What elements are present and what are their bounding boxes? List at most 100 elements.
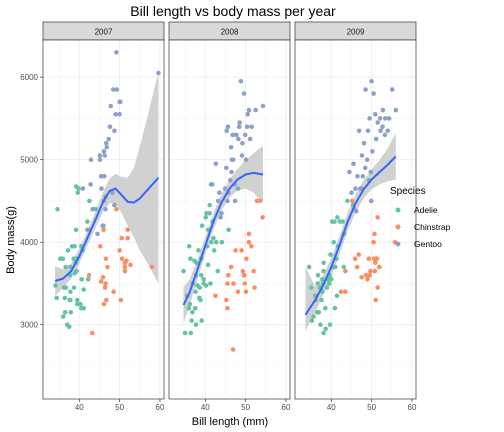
data-point-chinstrap — [377, 264, 382, 270]
data-point-gentoo — [389, 87, 395, 92]
data-point-chinstrap — [102, 285, 108, 290]
data-point-gentoo — [363, 87, 368, 92]
data-point-gentoo — [244, 124, 250, 129]
x-tick-label: 50 — [367, 403, 376, 412]
data-point-gentoo — [118, 99, 123, 105]
data-point-adelie — [226, 227, 231, 233]
smooth-line — [182, 171, 264, 306]
data-point-gentoo — [373, 136, 379, 142]
data-point-adelie — [215, 268, 221, 274]
data-point-adelie — [79, 277, 84, 282]
data-point-gentoo — [235, 186, 241, 191]
data-point-adelie — [186, 244, 192, 249]
data-point-chinstrap — [252, 285, 257, 290]
data-point-adelie — [345, 198, 350, 204]
data-point-chinstrap — [371, 256, 377, 262]
data-point-adelie — [333, 264, 338, 270]
data-point-gentoo — [225, 124, 231, 129]
y-tick-label: 6000 — [20, 73, 38, 82]
data-point-chinstrap — [373, 260, 378, 266]
data-point-chinstrap — [111, 289, 116, 295]
data-point-gentoo — [107, 124, 113, 129]
data-point-gentoo — [85, 227, 90, 233]
data-point-adelie — [75, 297, 80, 303]
data-point-gentoo — [97, 157, 103, 162]
data-point-gentoo — [110, 190, 115, 195]
data-point-adelie — [55, 206, 60, 212]
data-point-chinstrap — [246, 239, 252, 245]
data-point-gentoo — [239, 153, 245, 158]
data-point-gentoo — [382, 132, 388, 138]
data-point-chinstrap — [343, 289, 348, 295]
data-point-chinstrap — [86, 272, 92, 278]
data-point-chinstrap — [125, 235, 130, 241]
y-tick-label: 5000 — [20, 156, 38, 165]
legend-key-adelie — [395, 207, 401, 213]
data-point-gentoo — [375, 120, 381, 125]
legend: Species Adelie Chinstrap Gentoo — [390, 186, 451, 249]
data-point-adelie — [320, 277, 325, 282]
data-point-adelie — [306, 264, 312, 270]
data-point-chinstrap — [114, 206, 119, 212]
data-point-adelie — [198, 297, 203, 303]
data-point-adelie — [76, 186, 81, 191]
data-point-chinstrap — [101, 227, 106, 233]
facet-strip-label: 2009 — [347, 28, 365, 37]
panel-background — [295, 40, 416, 399]
data-point-adelie — [328, 252, 333, 257]
data-point-gentoo — [88, 182, 93, 187]
y-axis-title: Body mass(g) — [5, 206, 17, 274]
data-point-adelie — [192, 305, 198, 311]
data-point-chinstrap — [257, 198, 263, 204]
data-point-chinstrap — [350, 198, 355, 204]
smooth-line — [304, 155, 397, 316]
data-point-adelie — [188, 330, 194, 336]
legend-label-chinstrap: Chinstrap — [414, 222, 451, 232]
data-point-chinstrap — [119, 235, 124, 241]
data-point-adelie — [68, 264, 73, 270]
data-point-adelie — [334, 293, 340, 299]
data-point-chinstrap — [104, 297, 109, 303]
data-point-gentoo — [225, 198, 230, 204]
data-point-adelie — [321, 260, 326, 266]
panel-border — [42, 39, 165, 400]
data-point-gentoo — [232, 198, 238, 204]
facet-panel-2007: 2007 40 50 60 — [42, 21, 165, 412]
data-point-gentoo — [386, 116, 392, 121]
data-point-gentoo — [253, 107, 258, 113]
data-point-adelie — [204, 211, 209, 216]
data-point-adelie — [311, 314, 316, 319]
data-point-adelie — [197, 285, 202, 290]
data-point-adelie — [199, 272, 204, 278]
data-point-adelie — [340, 219, 345, 224]
data-point-chinstrap — [122, 264, 128, 270]
facet-strip-label: 2008 — [221, 28, 239, 37]
data-point-gentoo — [103, 206, 108, 212]
data-point-adelie — [194, 260, 199, 266]
data-point-chinstrap — [103, 256, 109, 262]
data-point-gentoo — [102, 153, 107, 158]
data-point-chinstrap — [368, 268, 373, 274]
data-point-gentoo — [112, 202, 117, 208]
data-point-gentoo — [373, 112, 378, 117]
data-point-gentoo — [101, 149, 107, 154]
data-point-gentoo — [364, 157, 370, 162]
data-point-gentoo — [361, 140, 367, 146]
data-point-chinstrap — [366, 256, 372, 262]
data-point-chinstrap — [125, 227, 130, 233]
data-point-chinstrap — [122, 268, 128, 274]
data-point-adelie — [201, 281, 206, 286]
data-point-adelie — [186, 305, 192, 311]
data-point-chinstrap — [372, 231, 377, 237]
data-point-gentoo — [368, 198, 374, 204]
data-point-chinstrap — [343, 268, 348, 274]
data-point-chinstrap — [371, 239, 376, 245]
data-point-gentoo — [114, 87, 120, 92]
data-point-chinstrap — [233, 248, 238, 253]
data-point-adelie — [53, 283, 58, 288]
data-point-chinstrap — [105, 264, 110, 270]
data-point-adelie — [211, 248, 217, 253]
data-point-adelie — [193, 322, 199, 328]
data-point-gentoo — [367, 116, 372, 121]
data-point-adelie — [73, 227, 79, 233]
